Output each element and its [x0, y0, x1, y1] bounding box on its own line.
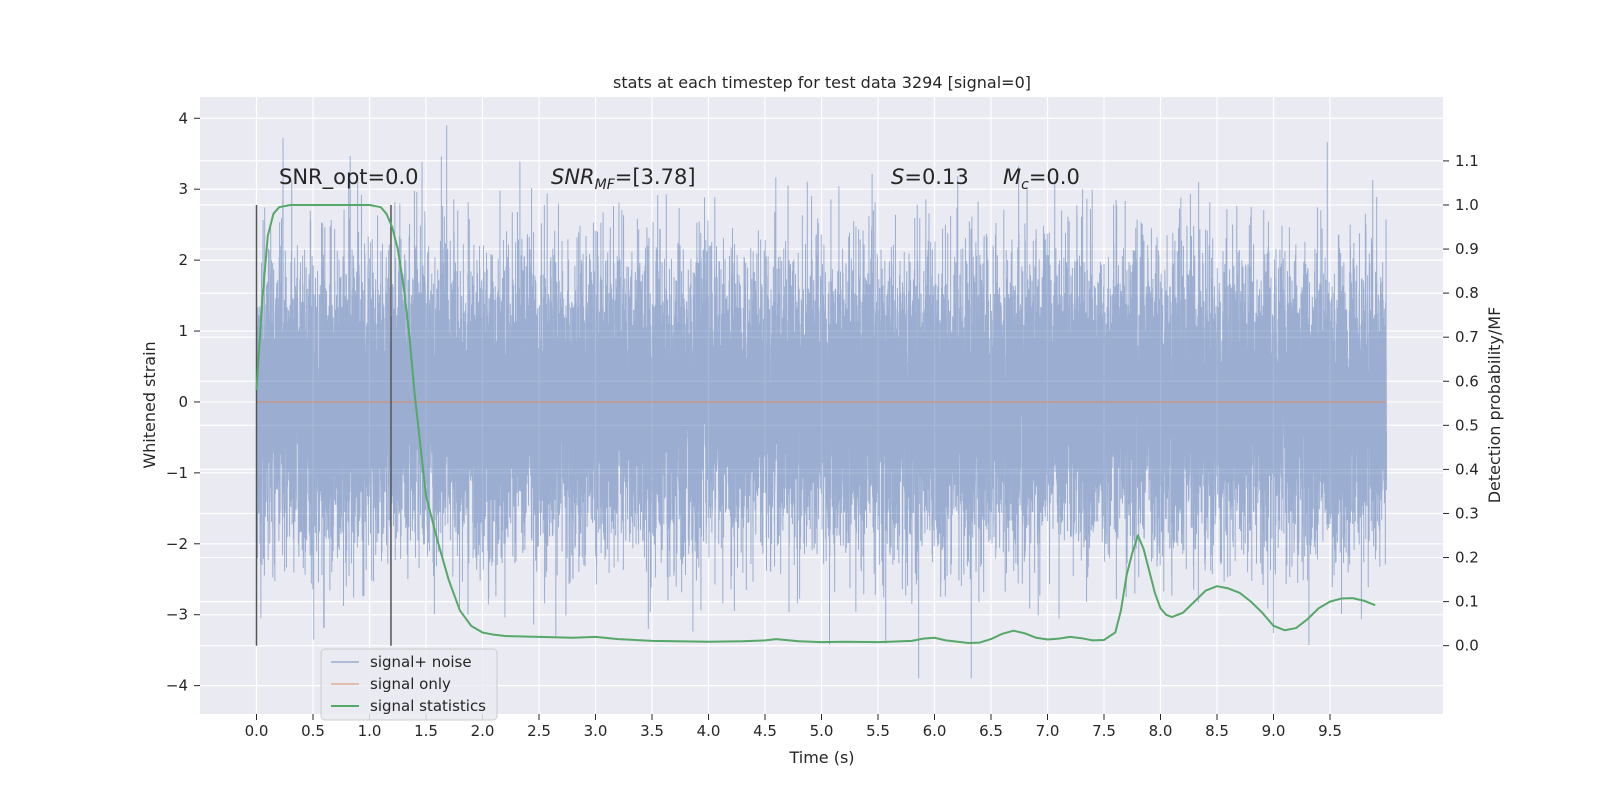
y2-tick-label: 0.7 [1455, 328, 1479, 346]
y2-axis-label: Detection probability/MF [1485, 307, 1504, 504]
annotation-s: S=0.13 [891, 165, 969, 189]
legend-label-signal-only: signal only [370, 675, 451, 693]
x-tick-label: 8.5 [1205, 722, 1229, 740]
annotation-snr-mf-rest: =[3.78] [615, 165, 696, 189]
annotation-snr-mf-sub: MF [595, 177, 616, 193]
x-tick-label: 5.5 [866, 722, 890, 740]
y-tick-label: −4 [166, 677, 188, 695]
x-tick-label: 5.0 [810, 722, 834, 740]
x-tick-label: 4.5 [753, 722, 777, 740]
y-tick-label: 2 [178, 251, 188, 269]
legend-label-signal-noise: signal+ noise [370, 653, 472, 671]
y2-tick-label: 0.8 [1455, 284, 1479, 302]
legend-box [320, 648, 498, 721]
x-tick-label: 2.5 [527, 722, 551, 740]
annotation-mc-rest: =0.0 [1029, 165, 1080, 189]
y-tick-label: 3 [178, 180, 188, 198]
y2-tick-label: 0.1 [1455, 593, 1479, 611]
x-tick-label: 6.0 [923, 722, 947, 740]
legend-label-signal-statistics: signal statistics [370, 697, 486, 715]
annotation-s-rest: =0.13 [904, 165, 968, 189]
axes: 0.0 0.5 1.0 1.5 2.0 2.5 3.0 3.5 4.0 4.5 5.0 5.5 6.0 6… [166, 109, 1479, 740]
series-signal-noise [256, 125, 1387, 679]
y2-tick-label: 0.3 [1455, 504, 1479, 522]
annotation-mc-sub: c [1021, 177, 1029, 193]
y2-tick-label: 0.2 [1455, 549, 1479, 567]
y-tick-label: 1 [178, 322, 188, 340]
annotation-snr-mf: SNRMF=[3.78] [551, 165, 696, 193]
y2-tick-label: 0.9 [1455, 240, 1479, 258]
y2-tick-label: 0.4 [1455, 460, 1479, 478]
legend: signal+ noise signal only signal statist… [320, 648, 498, 721]
annotation-mc-main: M [1003, 165, 1021, 189]
y-axis-label: Whitened strain [140, 341, 159, 468]
y2-tick-label: 0.5 [1455, 416, 1479, 434]
x-tick-label: 1.0 [358, 722, 382, 740]
y-tick-label: 4 [178, 109, 188, 127]
x-tick-label: 0.5 [301, 722, 325, 740]
x-tick-label: 9.5 [1318, 722, 1342, 740]
x-tick-label: 8.0 [1149, 722, 1173, 740]
x-tick-label: 0.0 [245, 722, 269, 740]
x-tick-label: 4.0 [697, 722, 721, 740]
y2-tick-label: 0.0 [1455, 637, 1479, 655]
y2-tick-label: 1.0 [1455, 196, 1479, 214]
annotation-snr-mf-main: SNR [551, 165, 595, 189]
y-tick-label: −1 [166, 464, 188, 482]
plot-content [255, 125, 1387, 679]
x-tick-label: 2.0 [471, 722, 495, 740]
x-tick-label: 3.0 [584, 722, 608, 740]
chart-title: stats at each timestep for test data 329… [613, 73, 1031, 92]
x-tick-label: 7.5 [1092, 722, 1116, 740]
x-axis-label: Time (s) [788, 748, 854, 767]
x-tick-label: 3.5 [640, 722, 664, 740]
annotation-snr-opt: SNR_opt=0.0 [279, 165, 419, 190]
annotation-mc: Mc=0.0 [1003, 165, 1080, 193]
y-tick-label: 0 [178, 393, 188, 411]
y-tick-label: −2 [166, 535, 188, 553]
x-tick-label: 1.5 [414, 722, 438, 740]
x-tick-label: 6.5 [979, 722, 1003, 740]
y2-tick-label: 1.1 [1455, 152, 1479, 170]
y-tick-label: −3 [166, 606, 188, 624]
x-tick-label: 7.0 [1036, 722, 1060, 740]
series-signal-statistics [255, 203, 1376, 645]
annotation-s-main: S [891, 165, 904, 189]
x-tick-label: 9.0 [1262, 722, 1286, 740]
y2-tick-label: 0.6 [1455, 372, 1479, 390]
annotations: SNR_opt=0.0 SNRMF=[3.78] S=0.13 Mc=0.0 [279, 165, 1080, 193]
